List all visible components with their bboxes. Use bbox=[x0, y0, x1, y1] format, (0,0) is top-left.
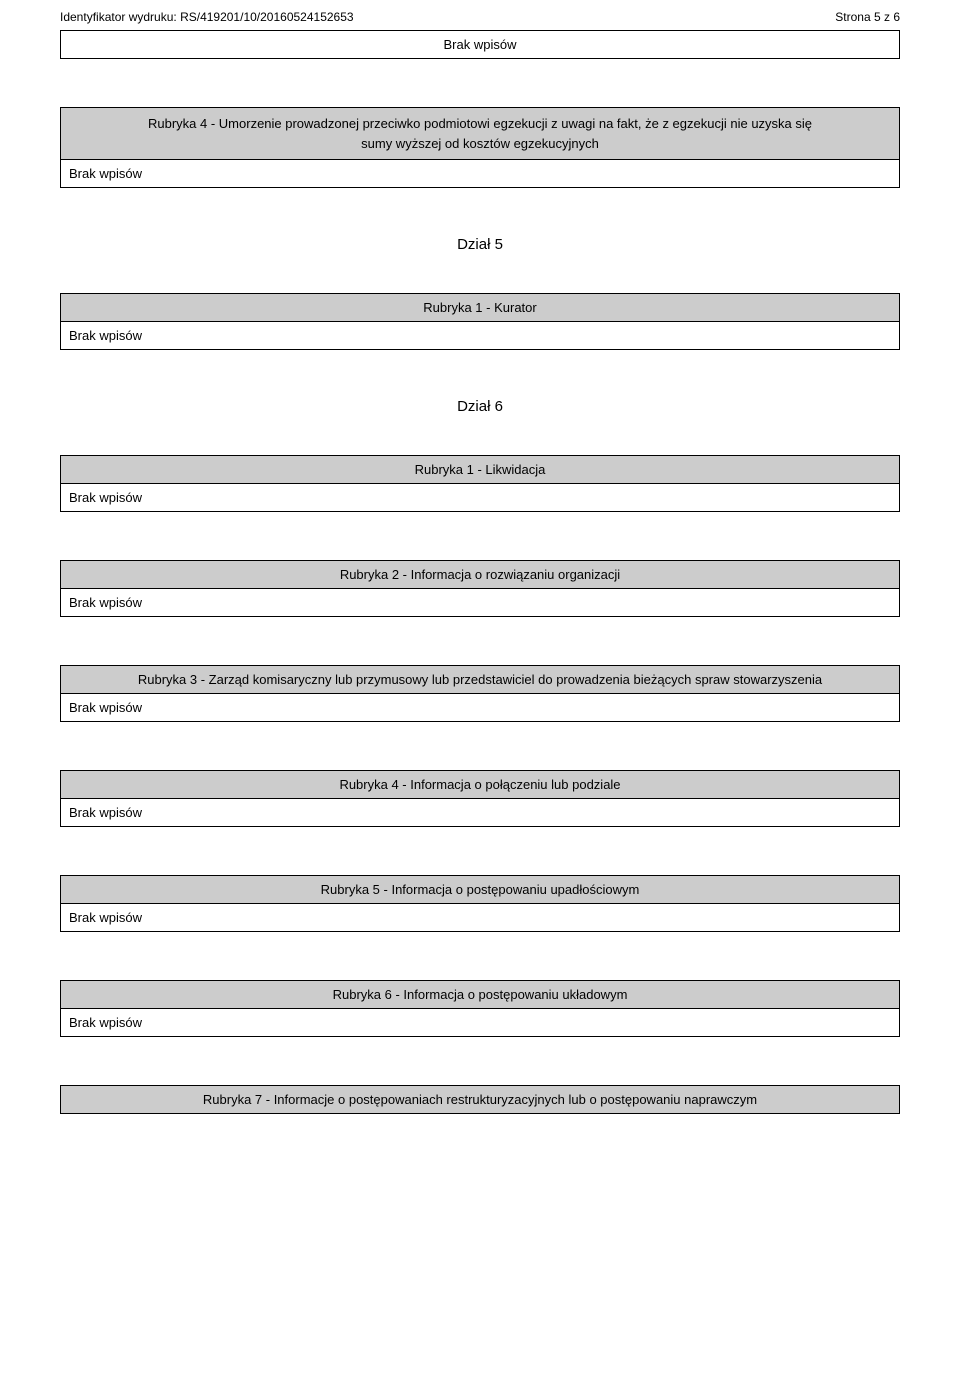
dzial-5-heading: Dział 5 bbox=[60, 236, 900, 253]
rubryka-7-restrukturyzacja: Rubryka 7 - Informacje o postępowaniach … bbox=[60, 1085, 900, 1114]
identifier-label: Identyfikator wydruku: bbox=[60, 10, 177, 24]
page-container: Identyfikator wydruku: RS/419201/10/2016… bbox=[0, 0, 960, 1154]
rubryka-empty: Brak wpisów bbox=[60, 693, 900, 722]
rubryka-title-line1: Rubryka 4 - Umorzenie prowadzonej przeci… bbox=[148, 116, 812, 131]
rubryka-title: Rubryka 1 - Kurator bbox=[60, 293, 900, 321]
rubryka-title: Rubryka 2 - Informacja o rozwiązaniu org… bbox=[60, 560, 900, 588]
rubryka-empty: Brak wpisów bbox=[60, 159, 900, 188]
rubryka-empty: Brak wpisów bbox=[60, 321, 900, 350]
rubryka-empty: Brak wpisów bbox=[60, 483, 900, 512]
dzial-6-heading: Dział 6 bbox=[60, 398, 900, 415]
rubryka-title-line2: sumy wyższej od kosztów egzekucyjnych bbox=[361, 136, 599, 151]
rubryka-4-umorzenie: Rubryka 4 - Umorzenie prowadzonej przeci… bbox=[60, 107, 900, 188]
rubryka-2-rozwiazanie: Rubryka 2 - Informacja o rozwiązaniu org… bbox=[60, 560, 900, 617]
rubryka-empty: Brak wpisów bbox=[60, 588, 900, 617]
rubryka-title: Rubryka 4 - Informacja o połączeniu lub … bbox=[60, 770, 900, 798]
rubryka-title: Rubryka 6 - Informacja o postępowaniu uk… bbox=[60, 980, 900, 1008]
rubryka-1-likwidacja: Rubryka 1 - Likwidacja Brak wpisów bbox=[60, 455, 900, 512]
rubryka-empty: Brak wpisów bbox=[60, 1008, 900, 1037]
page-header: Identyfikator wydruku: RS/419201/10/2016… bbox=[60, 10, 900, 24]
print-identifier: Identyfikator wydruku: RS/419201/10/2016… bbox=[60, 10, 354, 24]
rubryka-3-zarzad: Rubryka 3 - Zarząd komisaryczny lub przy… bbox=[60, 665, 900, 722]
rubryka-empty: Brak wpisów bbox=[60, 903, 900, 932]
page-number: Strona 5 z 6 bbox=[835, 10, 900, 24]
identifier-value: RS/419201/10/20160524152653 bbox=[180, 10, 354, 24]
rubryka-5-upadlosc: Rubryka 5 - Informacja o postępowaniu up… bbox=[60, 875, 900, 932]
rubryka-empty: Brak wpisów bbox=[60, 798, 900, 827]
rubryka-title: Rubryka 4 - Umorzenie prowadzonej przeci… bbox=[60, 107, 900, 159]
rubryka-4-polaczenie: Rubryka 4 - Informacja o połączeniu lub … bbox=[60, 770, 900, 827]
rubryka-title: Rubryka 3 - Zarząd komisaryczny lub przy… bbox=[60, 665, 900, 693]
top-empty-row: Brak wpisów bbox=[60, 30, 900, 59]
rubryka-1-kurator: Rubryka 1 - Kurator Brak wpisów bbox=[60, 293, 900, 350]
rubryka-title: Rubryka 1 - Likwidacja bbox=[60, 455, 900, 483]
rubryka-title: Rubryka 5 - Informacja o postępowaniu up… bbox=[60, 875, 900, 903]
rubryka-6-uklad: Rubryka 6 - Informacja o postępowaniu uk… bbox=[60, 980, 900, 1037]
